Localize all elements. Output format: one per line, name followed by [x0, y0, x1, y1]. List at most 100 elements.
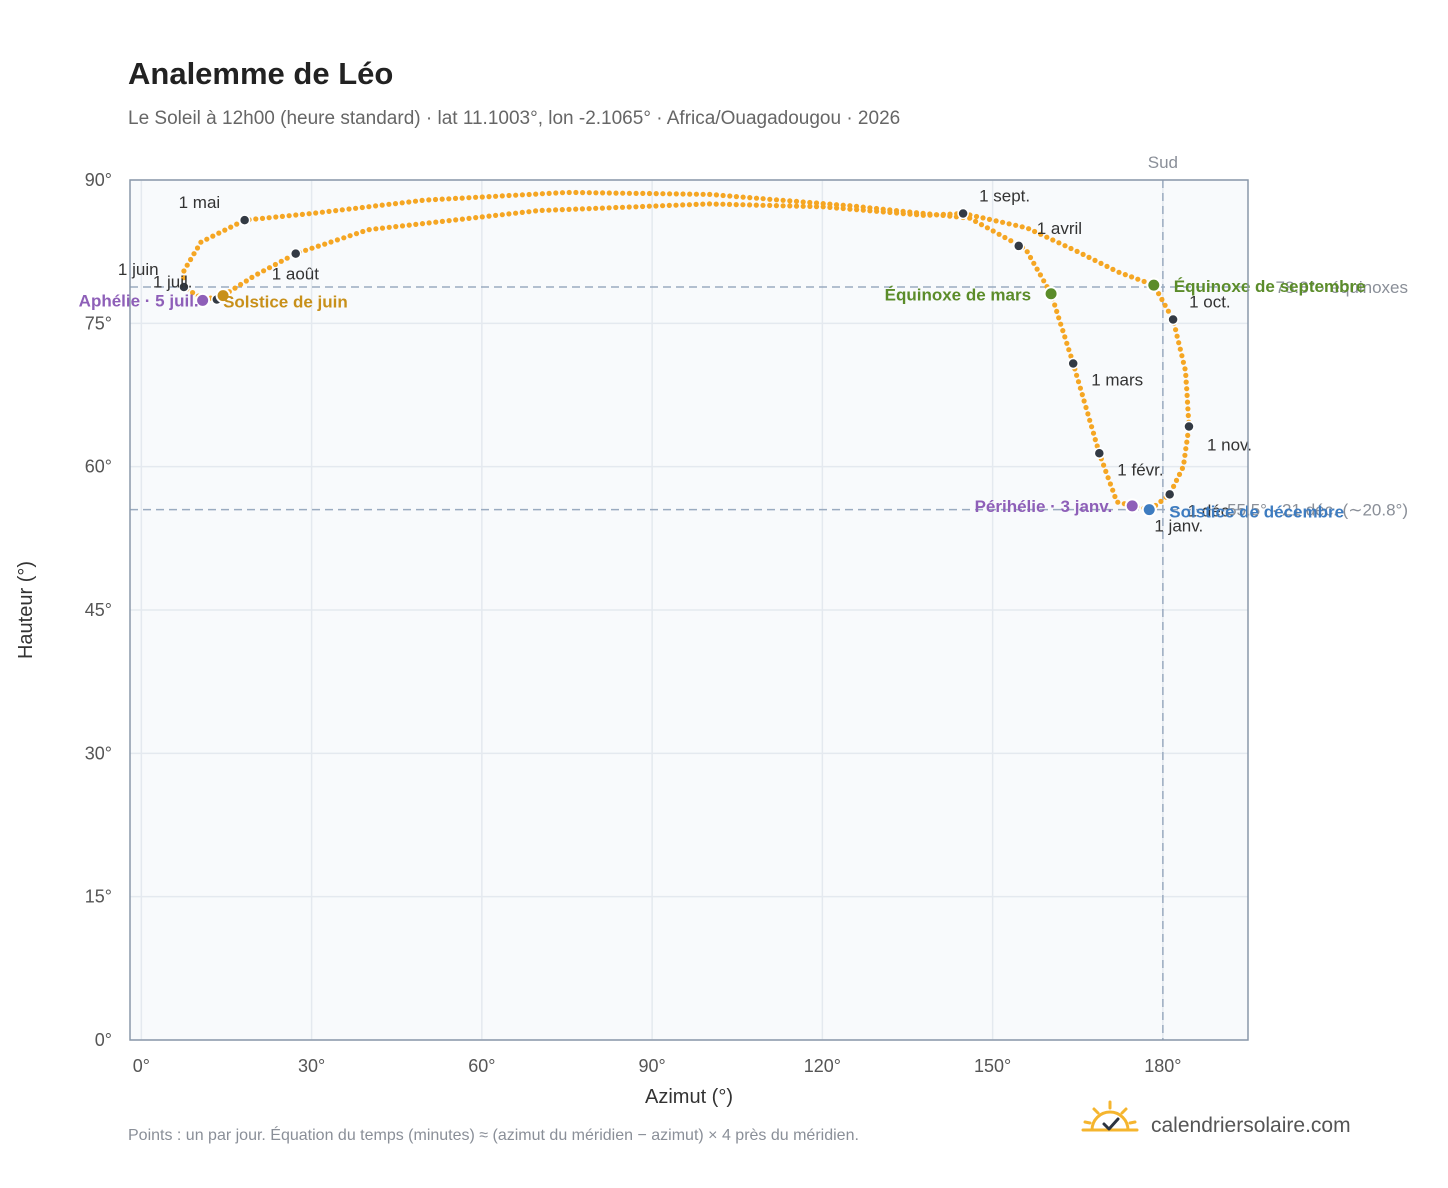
daily-point [713, 192, 720, 198]
daily-point [446, 218, 452, 224]
daily-point [807, 199, 813, 206]
y-tick-label: 0° [95, 1030, 112, 1050]
daily-point [626, 190, 633, 196]
y-tick-label: 60° [85, 457, 112, 477]
daily-point [493, 212, 499, 218]
daily-point [1184, 386, 1190, 392]
daily-point [680, 191, 686, 197]
x-tick-label: 180° [1144, 1056, 1181, 1076]
daily-point [198, 239, 204, 245]
daily-point [386, 224, 392, 230]
event-marker [1141, 502, 1157, 518]
daily-point [533, 191, 539, 197]
event-label: Aphélie · 5 juil. [79, 291, 199, 310]
daily-point [1074, 372, 1080, 378]
daily-point [1165, 308, 1171, 314]
axis-ticks: 0° 30° 60° 90° 120° 150° 180° 0° 15° 30° 45° 60° 75°… [85, 170, 1182, 1076]
daily-point [626, 204, 632, 210]
daily-point [328, 239, 334, 245]
daily-point [326, 208, 332, 214]
daily-point [1107, 481, 1113, 487]
daily-point [373, 203, 379, 209]
daily-point [593, 190, 599, 196]
daily-point [1085, 411, 1091, 417]
daily-point [1000, 219, 1006, 225]
daily-point [1074, 248, 1080, 254]
daily-point [573, 206, 579, 212]
daily-point [1183, 379, 1189, 385]
daily-point [767, 196, 773, 202]
event-label: Solstice de juin [223, 293, 348, 312]
month-marker [1163, 488, 1176, 501]
daily-point [747, 202, 753, 208]
daily-point [660, 191, 666, 197]
daily-point [559, 207, 565, 213]
daily-point [379, 202, 385, 208]
daily-point [546, 207, 552, 213]
daily-point [1183, 372, 1189, 378]
event-label: Périhélie · 3 janv. [975, 497, 1113, 516]
daily-point [1179, 353, 1185, 359]
y-tick-label: 90° [85, 170, 112, 190]
daily-point [1056, 240, 1062, 246]
daily-point [341, 235, 347, 241]
daily-point [419, 221, 426, 227]
daily-points [180, 189, 1192, 513]
event-marker [1146, 277, 1162, 293]
event-marker [1124, 498, 1140, 514]
daily-point [466, 215, 472, 221]
daily-point [827, 204, 833, 210]
daily-point [693, 191, 700, 197]
daily-point [1054, 308, 1060, 314]
daily-point [1087, 417, 1093, 423]
daily-point [1077, 385, 1083, 391]
daily-point [753, 202, 759, 208]
daily-point [990, 228, 996, 234]
daily-point [1122, 272, 1128, 278]
daily-point [773, 203, 780, 209]
daily-point [900, 211, 906, 217]
daily-point [413, 221, 419, 227]
daily-point [914, 212, 920, 218]
daily-point [359, 204, 365, 211]
daily-point [996, 231, 1002, 237]
event-marker [1043, 286, 1059, 302]
daily-point [586, 206, 592, 212]
daily-point [619, 204, 626, 210]
daily-point [807, 203, 813, 209]
daily-point [486, 213, 492, 219]
daily-point [1173, 477, 1180, 483]
daily-point [773, 197, 780, 203]
daily-point [1068, 245, 1074, 252]
daily-point [880, 209, 886, 215]
event-label: Solstice de décembre [1169, 503, 1344, 522]
daily-point [1159, 296, 1165, 303]
daily-point [526, 209, 532, 215]
daily-point [322, 241, 328, 247]
daily-point [334, 237, 340, 243]
reference-line-label: Sud [1148, 153, 1178, 172]
daily-point [191, 251, 197, 257]
daily-point [1110, 266, 1116, 272]
daily-point [978, 222, 985, 228]
daily-point [393, 224, 399, 230]
daily-point [673, 191, 679, 197]
daily-point [181, 275, 187, 281]
daily-point [733, 202, 739, 208]
daily-point [566, 189, 572, 196]
daily-point [446, 196, 452, 202]
daily-point [1177, 346, 1183, 352]
daily-point [874, 208, 880, 214]
daily-point [1050, 237, 1056, 243]
daily-point [399, 223, 406, 229]
daily-point [286, 213, 292, 219]
daily-point [366, 227, 372, 233]
daily-point [660, 203, 666, 209]
daily-point [546, 190, 552, 196]
daily-point [593, 205, 599, 211]
daily-point [780, 203, 786, 209]
daily-point [793, 198, 800, 204]
daily-point [1184, 439, 1190, 445]
daily-point [887, 209, 893, 215]
daily-point [646, 203, 652, 209]
